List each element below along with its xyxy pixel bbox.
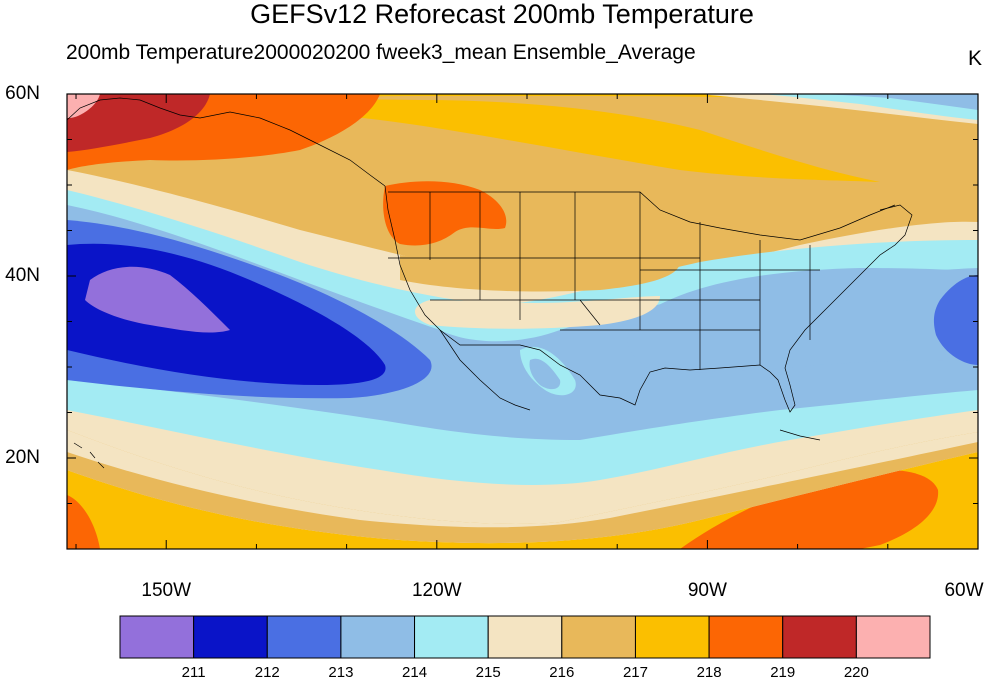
lon-label: 120W (411, 580, 462, 601)
lon-label: 90W (687, 580, 727, 601)
colorbar-swatch (119, 615, 195, 659)
coastline-cuba (779, 429, 821, 441)
colorbar-swatch (855, 615, 931, 659)
band-217-south (67, 442, 978, 544)
contour-fill (67, 94, 978, 549)
state-borders (388, 192, 820, 370)
band-211-west (85, 266, 230, 333)
colorbar-swatch (708, 615, 784, 659)
chart-subtitle: 200mb Temperature2000020200 fweek3_mean … (66, 41, 696, 64)
units-label: K (967, 47, 982, 70)
band-217-plains (400, 255, 680, 292)
band-213-east (933, 275, 978, 365)
colorbar-swatch (487, 615, 563, 659)
band-214-gulf (529, 358, 561, 390)
lat-label: 60N (5, 83, 40, 104)
band-220-nw (67, 94, 210, 152)
colorbar-swatch (414, 615, 489, 659)
colorbar-swatch (340, 615, 416, 659)
axis-ticks (67, 93, 979, 550)
band-214-top (820, 94, 978, 110)
colorbar-level-label: 211 (181, 664, 206, 681)
colorbar-level-label: 214 (402, 664, 428, 681)
lat-label: 20N (5, 447, 40, 468)
lon-label: 60W (944, 580, 984, 601)
colorbar-level-label: 216 (549, 664, 575, 681)
lat-label: 40N (5, 265, 40, 286)
colorbar-swatch (782, 615, 857, 659)
colorbar-level-label: 219 (770, 664, 796, 681)
colorbar-level-label: 217 (622, 664, 648, 681)
colorbar-swatch (193, 615, 268, 659)
colorbar-level-label: 220 (843, 664, 869, 681)
band-219-sw (67, 495, 100, 549)
band-219-pnw (383, 181, 507, 246)
coastline-hawaii (73, 442, 105, 469)
us-canada-border (388, 191, 896, 241)
coastlines (67, 97, 913, 469)
band-216-plains (415, 296, 660, 329)
coastline-north-america (384, 185, 913, 413)
colorbar-level-label: 213 (328, 664, 354, 681)
colorbar-swatch (266, 615, 342, 659)
colorbar-swatch (634, 615, 710, 659)
coastline-mexico (439, 329, 531, 411)
colorbar-swatch (561, 615, 636, 659)
band-214-east-a (627, 268, 978, 373)
colorbar (119, 615, 931, 659)
colorbar-level-label: 212 (254, 664, 280, 681)
band-219-se (680, 470, 939, 549)
colorbar-level-label: 215 (475, 664, 501, 681)
lon-label: 150W (141, 580, 192, 601)
band-218-north-b (140, 99, 880, 182)
chart-title: GEFSv12 Reforecast 200mb Temperature (250, 0, 754, 29)
colorbar-level-label: 218 (696, 664, 722, 681)
coastline-alaska (67, 97, 386, 187)
